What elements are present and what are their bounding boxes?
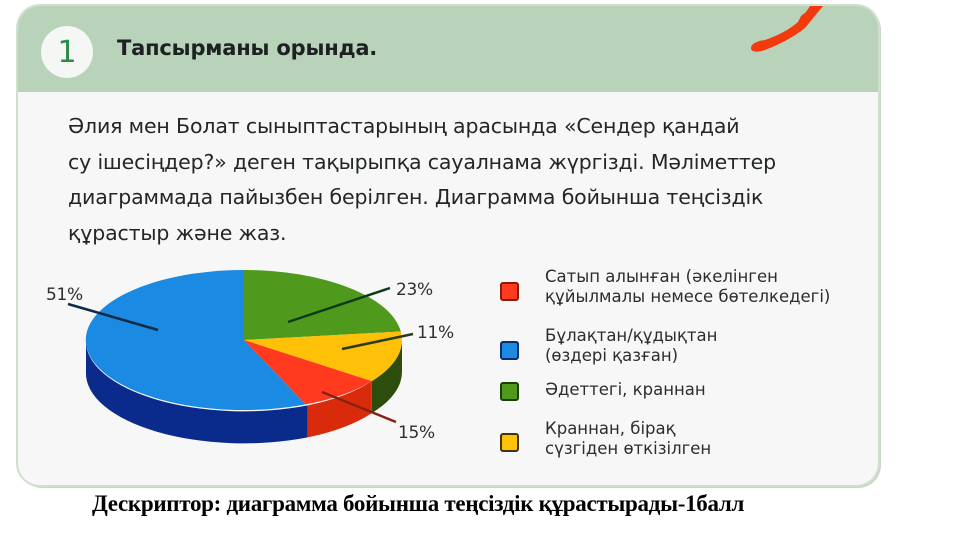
task-text-line: Әлия мен Болат сыныптастарының арасында …: [68, 114, 740, 138]
leader-line-green: [287, 286, 391, 324]
task-number-badge: 1: [41, 26, 93, 78]
leader-line-blue: [67, 302, 159, 332]
leader-line-yellow: [341, 332, 414, 351]
task-card: 1 Тапсырманы орында. Әлия мен Болат сыны…: [18, 6, 878, 485]
task-description: Әлия мен Болат сыныптастарының арасында …: [68, 109, 868, 251]
task-text-line: су ішесіңдер?» деген тақырыпқа сауалнама…: [68, 149, 777, 174]
pie-slice-red: [244, 340, 372, 405]
pie-side-yellow: [371, 340, 402, 414]
pie-side-red: [307, 381, 372, 438]
pie-slice-green: [244, 270, 401, 340]
task-text-line: диаграммада пайызбен берілген. Диаграмма…: [68, 185, 764, 209]
task-text-line: құрастыр және жаз.: [68, 220, 287, 245]
descriptor-text: Дескриптор: диаграмма бойынша теңсіздік …: [92, 491, 745, 516]
pie-label-red: 15%: [398, 423, 435, 443]
pie-side-blue: [85, 340, 308, 444]
pie-label-green: 23%: [396, 280, 433, 300]
legend-swatch-yellow: [500, 433, 519, 452]
legend-swatch-red: [500, 282, 519, 301]
pie-slice-blue: [85, 269, 306, 410]
task-title: Тапсырманы орында.: [117, 36, 378, 60]
legend-label-bought: Сатып алынған (әкелінген құйылмалы немес…: [545, 267, 831, 306]
task-header: 1 Тапсырманы орында.: [18, 6, 878, 92]
pie-label-blue: 51%: [46, 285, 83, 305]
pie-label-yellow: 11%: [417, 323, 454, 343]
legend-label-filtered: Краннан, бірақ сүзгіден өткізілген: [545, 419, 712, 458]
pen-stroke-icon: [751, 6, 823, 52]
legend-swatch-blue: [500, 341, 519, 360]
task-number: 1: [57, 34, 77, 70]
legend-label-tap: Әдеттегі, краннан: [545, 380, 706, 399]
pie-chart-3d: [67, 269, 414, 444]
legend-swatch-green: [500, 382, 519, 401]
leader-line-red: [321, 390, 397, 424]
legend-label-spring: Бұлақтан/құдықтан (өздері қазған): [545, 326, 718, 365]
